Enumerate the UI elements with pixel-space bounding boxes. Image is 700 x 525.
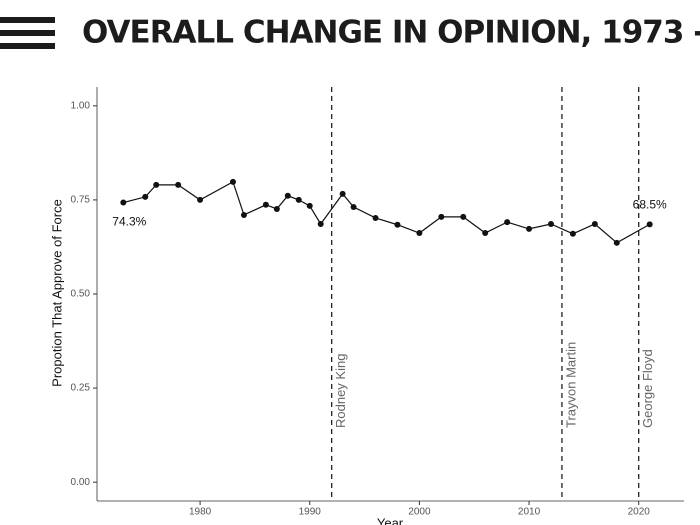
line bbox=[123, 180, 650, 244]
chart-title: OVERALL CHANGE IN OPINION, 1973 - 2021 bbox=[82, 15, 700, 51]
point bbox=[175, 181, 182, 188]
point bbox=[240, 211, 247, 218]
x-axis-title: Year bbox=[377, 515, 404, 525]
point bbox=[306, 202, 313, 209]
x-tick-label: 2010 bbox=[518, 507, 541, 518]
x-tick-label: 1990 bbox=[299, 507, 322, 518]
point-label: 68.5% bbox=[633, 198, 667, 212]
x-tick-label: 2000 bbox=[408, 507, 431, 518]
point bbox=[416, 230, 423, 237]
point bbox=[569, 230, 576, 237]
point bbox=[229, 178, 236, 185]
y-axis-title: Propotion That Approve of Force bbox=[49, 199, 64, 387]
y-tick-label: 0.75 bbox=[71, 195, 91, 206]
point bbox=[482, 230, 489, 237]
point bbox=[262, 201, 269, 208]
y-tick-label: 0.00 bbox=[71, 477, 91, 488]
point bbox=[142, 193, 149, 200]
point bbox=[438, 213, 445, 220]
x-tick-label: 2020 bbox=[628, 507, 651, 518]
point bbox=[295, 196, 302, 203]
point bbox=[284, 192, 291, 199]
y-tick-label: 0.25 bbox=[71, 383, 91, 394]
menu-icon bbox=[0, 17, 55, 49]
point bbox=[273, 205, 280, 212]
point bbox=[394, 221, 401, 228]
event-label: Rodney King bbox=[333, 354, 348, 428]
point bbox=[120, 199, 127, 206]
point bbox=[504, 219, 511, 226]
y-tick-label: 1.00 bbox=[71, 100, 91, 111]
x-tick-label: 1980 bbox=[189, 507, 212, 518]
point bbox=[526, 225, 533, 232]
point bbox=[350, 204, 357, 211]
point bbox=[317, 220, 324, 227]
point bbox=[547, 220, 554, 227]
point bbox=[197, 196, 204, 203]
point bbox=[460, 213, 467, 220]
point bbox=[613, 239, 620, 246]
point bbox=[372, 214, 379, 221]
point bbox=[339, 190, 346, 197]
event-label: George Floyd bbox=[640, 349, 655, 428]
point bbox=[646, 221, 653, 228]
event-label: Trayvon Martin bbox=[563, 342, 578, 428]
point bbox=[153, 181, 160, 188]
point-label: 74.3% bbox=[112, 215, 146, 229]
y-tick-label: 0.50 bbox=[71, 289, 91, 300]
point bbox=[591, 220, 598, 227]
